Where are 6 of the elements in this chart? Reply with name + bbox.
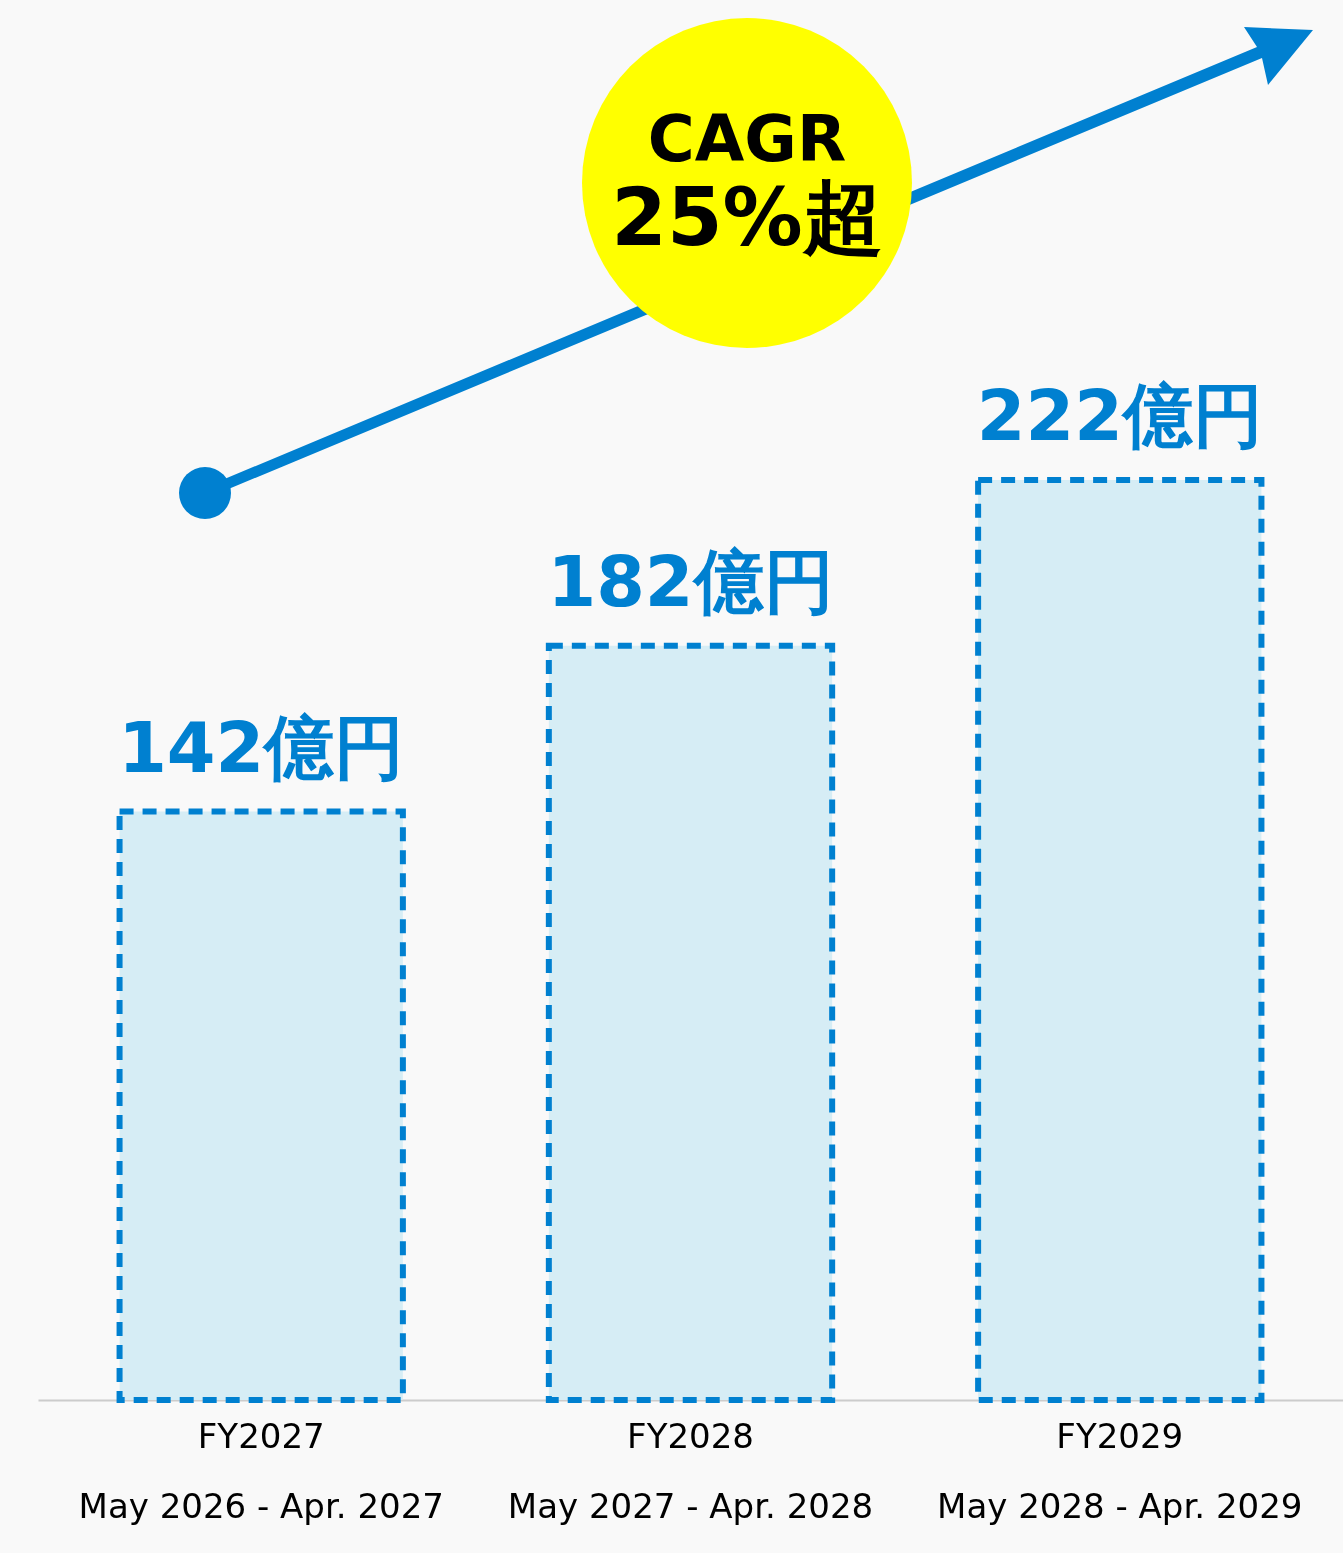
data-label: 142億円 (118, 706, 405, 789)
x-tick-label: FY2029 May 2028 - Apr. 2029 (937, 1415, 1303, 1526)
x-tick-label: FY2027 May 2026 - Apr. 2027 (78, 1415, 444, 1526)
data-label: 182億円 (547, 540, 834, 623)
data-label: 222億円 (976, 375, 1263, 457)
x-tick-label: FY2028 May 2027 - Apr. 2028 (507, 1415, 874, 1526)
